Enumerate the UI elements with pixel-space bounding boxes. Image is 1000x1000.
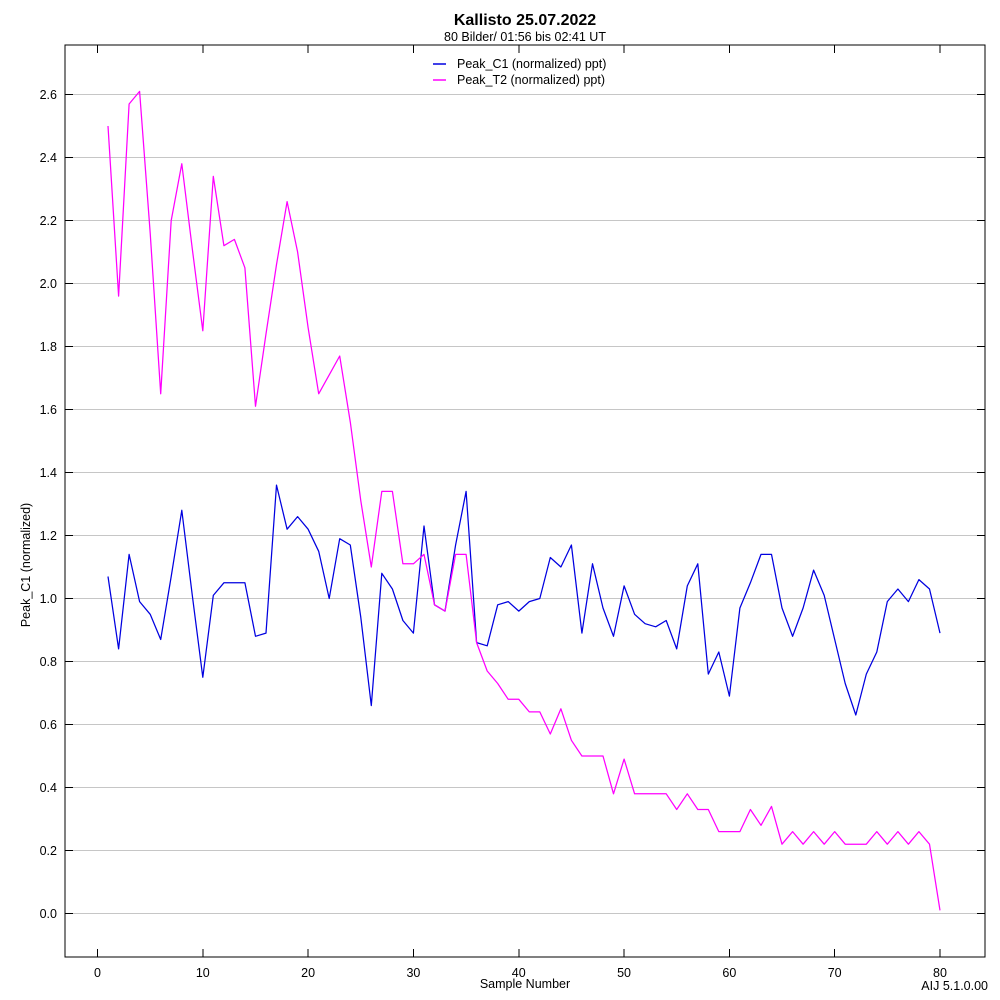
x-tick-label: 80 xyxy=(933,966,947,980)
y-tick-label: 1.6 xyxy=(40,403,57,417)
chart-title: Kallisto 25.07.2022 xyxy=(454,12,596,29)
x-axis-title: Sample Number xyxy=(480,977,570,991)
x-tick-label: 30 xyxy=(406,966,420,980)
x-tick-label: 40 xyxy=(512,966,526,980)
plot-frame xyxy=(64,44,986,958)
x-tick-label: 50 xyxy=(617,966,631,980)
data-series xyxy=(107,90,941,911)
legend-label: Peak_T2 (normalized) ppt) xyxy=(457,73,605,87)
y-tick-label: 2.2 xyxy=(40,214,57,228)
legend-label: Peak_C1 (normalized) ppt) xyxy=(457,57,606,71)
y-tick-label: 0.6 xyxy=(40,718,57,732)
y-tick-label: 2.0 xyxy=(40,277,57,291)
tick-labels: 0 10 20 30 40 50 60 70 80 0.0 0.2 0.4 0.6 0.8 1.0 1.2 1.… xyxy=(40,88,947,980)
y-tick-label: 1.4 xyxy=(40,466,57,480)
x-tick-label: 60 xyxy=(722,966,736,980)
series-line-t2 xyxy=(107,90,941,911)
chart-subtitle: 80 Bilder/ 01:56 bis 02:41 UT xyxy=(444,30,606,44)
y-tick-label: 2.4 xyxy=(40,151,57,165)
x-tick-label: 10 xyxy=(196,966,210,980)
y-tick-label: 0.0 xyxy=(40,907,57,921)
y-tick-label: 1.2 xyxy=(40,529,57,543)
y-tick-label: 1.8 xyxy=(40,340,57,354)
legend: Peak_C1 (normalized) ppt) Peak_T2 (normal… xyxy=(433,57,606,87)
y-tick-label: 2.6 xyxy=(40,88,57,102)
series-line-c1 xyxy=(107,484,941,716)
x-tick-label: 20 xyxy=(301,966,315,980)
x-tick-label: 0 xyxy=(94,966,101,980)
gridlines xyxy=(65,94,985,914)
axis-ticks xyxy=(65,45,985,957)
y-tick-label: 0.8 xyxy=(40,655,57,669)
y-tick-label: 1.0 xyxy=(40,592,57,606)
plot-border xyxy=(64,44,986,958)
x-tick-label: 70 xyxy=(828,966,842,980)
y-tick-label: 0.4 xyxy=(40,781,57,795)
aij-version-label: AIJ 5.1.0.00 xyxy=(921,979,988,993)
y-tick-label: 0.2 xyxy=(40,844,57,858)
y-axis-title: Peak_C1 (normalized) xyxy=(19,503,33,627)
